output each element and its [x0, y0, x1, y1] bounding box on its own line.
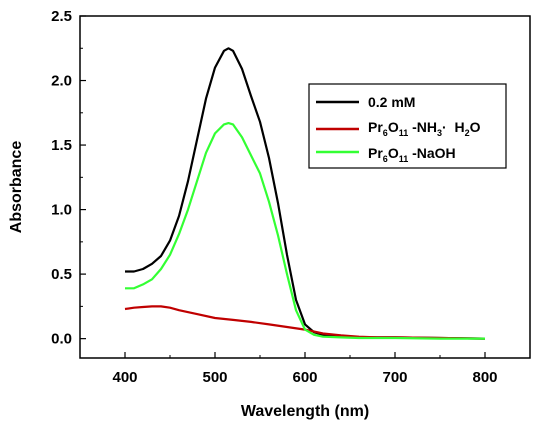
y-tick-label: 0.5 — [51, 266, 72, 283]
legend: 0.2 mM Pr6O11 -NH3· H2O Pr6O11 -NaOH — [308, 83, 507, 169]
plot-content — [124, 47, 486, 340]
y-tick-label: 2.0 — [51, 73, 72, 90]
y-tick-label: 0.0 — [51, 331, 72, 348]
x-axis-title: Wavelength (nm) — [241, 403, 369, 420]
y-tick-label: 1.5 — [51, 137, 72, 154]
x-tick-label: 800 — [472, 369, 497, 386]
y-tick-label: 2.5 — [51, 8, 72, 25]
y-tick-label: 1.0 — [51, 202, 72, 219]
legend-label-0-2mm: 0.2 mM — [368, 94, 415, 110]
axis-ticks: 400 500 600 700 800 0.0 0.5 1.0 1.5 2.0 2.5 — [51, 8, 531, 386]
x-tick-label: 500 — [202, 369, 227, 386]
x-tick-label: 400 — [112, 369, 137, 386]
legend-box — [308, 83, 507, 169]
series-line-pr6o11-naoh — [125, 122, 485, 340]
legend-label-pr6o11-nh3-h2o: Pr6O11 -NH3· H2O — [368, 119, 481, 138]
y-axis-title: Absorbance — [8, 141, 25, 234]
x-tick-label: 600 — [292, 369, 317, 386]
x-tick-label: 700 — [382, 369, 407, 386]
legend-label-pr6o11-naoh: Pr6O11 -NaOH — [368, 145, 456, 164]
